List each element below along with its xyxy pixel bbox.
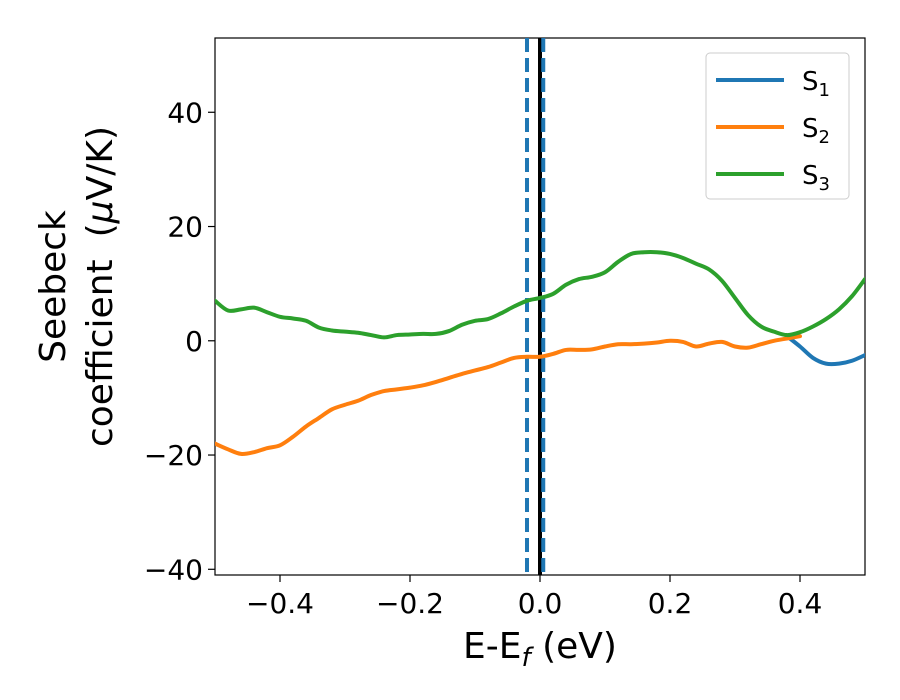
series-lines	[215, 250, 865, 456]
x-tick-label: 0.2	[648, 587, 693, 620]
y-tick-label: 0	[185, 325, 203, 358]
legend-label-s3: S3	[802, 161, 830, 195]
x-axis-label-main: E-E	[463, 626, 521, 667]
y-axis-label-word: coefficient	[80, 259, 121, 447]
legend-label-s1: S1	[802, 67, 830, 101]
vertical-reference-lines	[525, 38, 546, 575]
x-tick-label: −0.2	[376, 587, 444, 620]
y-axis-label-unit-rest: V/K)	[80, 126, 121, 200]
series-line-s1	[785, 334, 865, 367]
x-axis-label: E-Ef (eV)	[463, 626, 617, 673]
y-axis-label-line2: coefficient (μV/K)	[80, 126, 121, 447]
legend: S1 S2 S3	[705, 52, 850, 200]
y-axis-label-line1: Seebeck	[33, 210, 74, 363]
y-axis-label-unit-open: (	[80, 223, 121, 237]
legend-label-s2: S2	[802, 114, 830, 148]
x-tick-label: 0.0	[518, 587, 563, 620]
y-tick-label: −20	[144, 439, 203, 472]
x-axis-ticks: −0.4 −0.2 0.0 0.2 0.4	[246, 575, 822, 620]
y-axis-ticks: −40 −20 0 20 40	[144, 96, 215, 586]
x-tick-label: 0.4	[778, 587, 823, 620]
y-axis-label: Seebeck coefficient (μV/K)	[33, 126, 121, 447]
y-tick-label: −40	[144, 553, 203, 586]
x-tick-label: −0.4	[246, 587, 314, 620]
x-axis-label-unit: (eV)	[531, 626, 617, 667]
series-line-s2	[215, 334, 802, 456]
y-tick-label: 20	[167, 211, 203, 244]
y-axis-label-mu: μ	[80, 200, 121, 224]
y-tick-label: 40	[167, 96, 203, 129]
series-line-s3	[215, 250, 865, 340]
